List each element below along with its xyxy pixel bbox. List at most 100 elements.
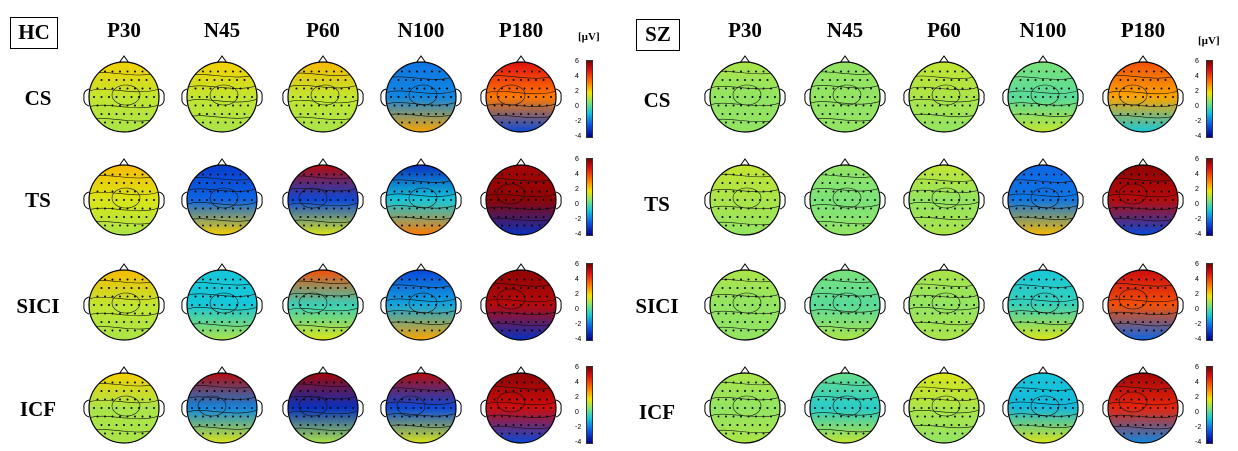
electrode-dot: [725, 398, 727, 401]
electrode-dot: [1045, 224, 1048, 227]
colorbar-tick-label: -4: [1195, 439, 1202, 446]
electrode-dot: [939, 381, 941, 384]
electrode-dot: [104, 70, 106, 73]
ear-outline: [903, 88, 910, 107]
electrode-dot: [1115, 295, 1118, 298]
electrode-dot: [194, 312, 197, 315]
electrode-dot: [520, 390, 522, 392]
electrode-dot: [501, 224, 503, 227]
electrode-dot: [408, 295, 411, 298]
electrode-dot: [836, 79, 839, 81]
electrode-dot: [939, 207, 941, 210]
electrode-dot: [239, 224, 242, 227]
electrode-dot: [874, 407, 876, 409]
electrode-dot: [759, 216, 761, 218]
colorbar-tick-label: 0: [575, 103, 579, 110]
electrode-dot: [405, 113, 407, 115]
electrode-dot: [821, 199, 824, 201]
electrode-dot: [325, 381, 328, 384]
electrode-dot: [420, 216, 422, 218]
electrode-dot: [104, 121, 106, 124]
electrode-dot: [766, 390, 769, 392]
contour-line: [1008, 413, 1078, 417]
electrode-dot: [194, 398, 197, 401]
electrode-dot: [198, 407, 201, 409]
ear-outline: [555, 399, 562, 418]
electrode-dot: [497, 79, 500, 81]
ear-outline: [1102, 399, 1109, 418]
topomap-sz-ts-p30: [704, 158, 786, 236]
electrode-dot: [1130, 415, 1133, 418]
electrode-dot: [1049, 321, 1052, 323]
electrode-dot: [123, 287, 125, 289]
electrode-dot: [1057, 79, 1059, 81]
electrode-dot: [119, 224, 121, 227]
electrode-dot: [520, 407, 522, 409]
electrode-dot: [1023, 104, 1025, 107]
electrode-dot: [770, 312, 772, 315]
electrode-dot: [217, 70, 219, 73]
electrode-dot: [931, 295, 934, 298]
ear-outline: [480, 399, 487, 418]
ear-outline: [357, 191, 364, 210]
electrode-dot: [303, 207, 305, 210]
electrode-dot: [191, 96, 193, 98]
colorbar-tick-label: 6: [575, 156, 579, 163]
electrode-dot: [1042, 96, 1044, 98]
electrode-dot: [946, 278, 949, 281]
electrode-dot: [1064, 79, 1067, 81]
electrode-dot: [202, 381, 204, 384]
electrode-dot: [920, 321, 923, 323]
contour-line: [288, 99, 358, 104]
electrode-dot: [546, 190, 548, 193]
electrode-dot: [538, 70, 541, 73]
electrode-dot: [303, 190, 305, 193]
electrode-dot: [217, 381, 219, 384]
electrode-dot: [1145, 224, 1148, 227]
electrode-dot: [920, 390, 923, 392]
electrode-dot: [423, 381, 426, 384]
electrode-dot: [1019, 216, 1022, 218]
electrode-dot: [1145, 121, 1148, 124]
electrode-dot: [1053, 173, 1055, 176]
electrode-dot: [340, 312, 343, 315]
topomap-sz-icf-n100: [1002, 366, 1084, 444]
electrode-dot: [950, 182, 953, 184]
electrode-dot: [829, 199, 831, 201]
electrode-dot: [766, 304, 769, 306]
electrode-dot: [497, 321, 500, 323]
electrode-dot: [973, 407, 975, 409]
electrode-dot: [729, 96, 731, 98]
electrode-dot: [847, 190, 850, 193]
electrode-dot: [1045, 312, 1048, 315]
electrode-dot: [751, 390, 754, 392]
electrode-dot: [508, 121, 511, 124]
electrode-dot: [1157, 182, 1159, 184]
electrode-dot: [516, 121, 518, 124]
electrode-dot: [1027, 304, 1029, 306]
electrode-dot: [1049, 304, 1052, 306]
electrode-dot: [725, 173, 727, 176]
electrode-dot: [325, 190, 328, 193]
electrode-dot: [1064, 390, 1067, 392]
electrode-dot: [732, 70, 735, 73]
electrode-dot: [1145, 415, 1148, 418]
row-header-ts: TS: [25, 188, 51, 212]
electrode-dot: [1057, 199, 1059, 201]
col-header-p180: P180: [1120, 18, 1166, 42]
electrode-dot: [1064, 199, 1067, 201]
electrode-dot: [1060, 104, 1063, 107]
electrode-dot: [416, 121, 418, 124]
electrode-dot: [1123, 329, 1125, 332]
electrode-dot: [213, 287, 216, 289]
electrode-dot: [721, 287, 724, 289]
colorbar-tick-label: 4: [575, 171, 579, 178]
electrode-dot: [1053, 432, 1055, 435]
electrode-dot: [217, 329, 219, 332]
electrode-dot: [512, 321, 515, 323]
electrode-dot: [859, 390, 861, 392]
electrode-dot: [1123, 432, 1125, 435]
electrode-dot: [973, 199, 975, 201]
contour-line: [1030, 187, 1060, 209]
electrode-dot: [943, 199, 945, 201]
